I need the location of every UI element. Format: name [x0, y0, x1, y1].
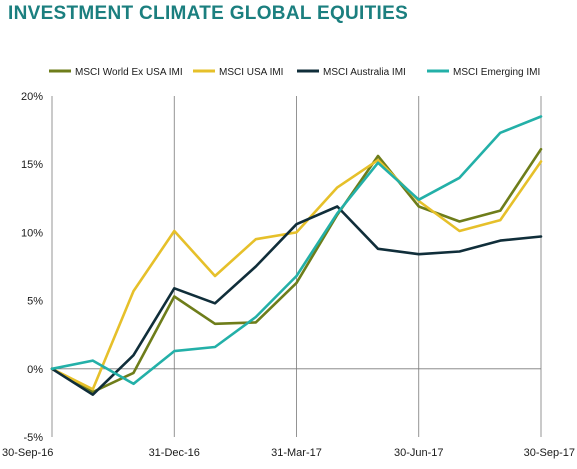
x-tick-label: 30-Sep-16	[2, 447, 53, 459]
y-tick-label: 10%	[21, 227, 43, 239]
y-tick-label: 20%	[21, 91, 43, 103]
series-line	[50, 205, 543, 397]
x-tick-label: 31-Dec-16	[149, 447, 200, 459]
x-tick-label: 31-Mar-17	[271, 447, 322, 459]
series-line	[50, 115, 543, 386]
y-tick-label: 15%	[21, 159, 43, 171]
legend-label: MSCI Emerging IMI	[453, 67, 540, 78]
x-tick-label: 30-Sep-17	[524, 447, 575, 459]
x-tick-label: 30-Jun-17	[394, 447, 444, 459]
legend-label: MSCI USA IMI	[219, 67, 283, 78]
chart-title: INVESTMENT CLIMATE GLOBAL EQUITIES	[8, 3, 409, 24]
y-tick-label: -5%	[23, 432, 43, 444]
y-tick-label: 5%	[27, 296, 43, 308]
series-line	[50, 147, 543, 394]
legend-label: MSCI Australia IMI	[323, 67, 406, 78]
y-tick-label: 0%	[27, 364, 43, 376]
legend-label: MSCI World Ex USA IMI	[75, 67, 183, 78]
series-line	[50, 158, 543, 391]
